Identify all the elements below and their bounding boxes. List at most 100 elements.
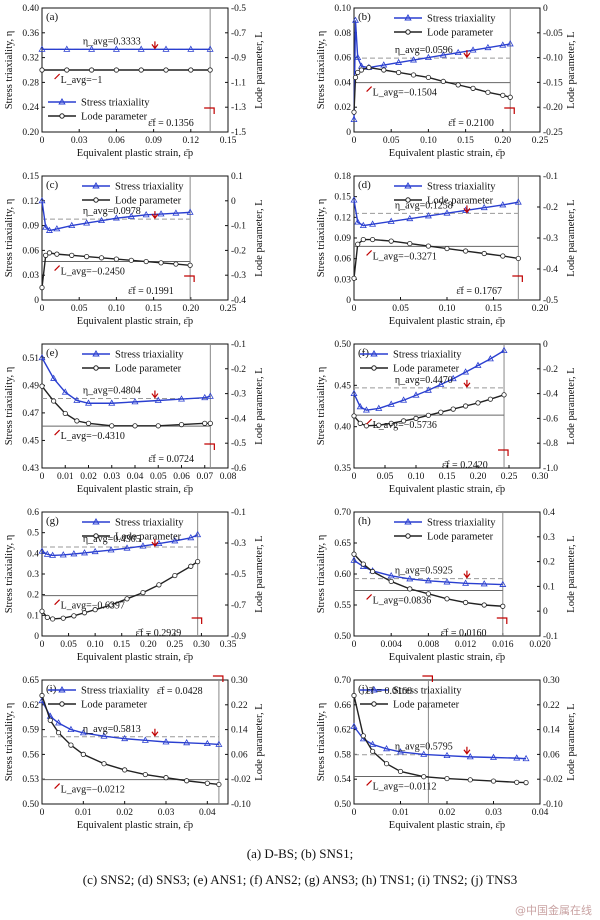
y2-tick-label: -0.4	[543, 390, 558, 400]
lode-point	[207, 420, 213, 426]
y-tick-label: 0.08	[334, 29, 351, 39]
triaxiality-point	[154, 396, 162, 403]
triaxiality-point	[424, 386, 432, 393]
x-tick-label: 0.25	[532, 136, 549, 146]
triaxiality-point	[112, 214, 120, 221]
eta-avg-annotation: η_avg=0.5925	[395, 566, 453, 577]
y-tick-label: 0.6	[27, 508, 39, 518]
triaxiality-point	[412, 391, 420, 398]
x-tick-label: 0.02	[80, 472, 97, 482]
legend-label: Stress triaxiality	[115, 182, 184, 193]
panel-label: (d)	[358, 179, 371, 191]
x-tick-label: 0.30	[532, 472, 549, 482]
fracture-strain-annotation: ε̄f = 0.0160	[441, 628, 487, 639]
triaxiality-point	[81, 549, 88, 556]
y2-axis-label: Lode parameter, L	[566, 367, 577, 444]
x-axis-label: Equivalent plastic strain, ε̄p	[389, 316, 505, 327]
L-avg-arrow	[54, 73, 61, 80]
fracture-arrow	[184, 275, 195, 282]
legend-marker	[93, 365, 99, 371]
y-tick-label: 0.12	[334, 213, 351, 223]
y-axis-label: Stress triaxiality, η	[316, 703, 327, 782]
y2-axis-label: Lode parameter, L	[254, 535, 265, 612]
lode-point	[481, 602, 487, 608]
panel-label: (e)	[46, 347, 59, 359]
triaxiality-point	[100, 732, 108, 739]
L-avg-annotation: L_avg=0.0836	[373, 595, 432, 606]
fracture-arrow	[212, 675, 224, 682]
y2-tick-label: 0.06	[231, 750, 248, 760]
lode-point	[388, 238, 394, 244]
y2-tick-label: -1.1	[231, 78, 246, 88]
y-tick-label: 0.66	[334, 701, 351, 711]
legend-marker	[370, 349, 378, 357]
lode-point	[44, 614, 50, 621]
y-tick-label: 0.2	[27, 591, 39, 601]
y-tick-label: 0.50	[22, 800, 39, 810]
lode-point	[388, 578, 394, 585]
y-tick-label: 0.70	[334, 508, 351, 518]
triaxiality-point	[466, 753, 474, 760]
triaxiality-point	[359, 221, 367, 228]
legend-label: Stress triaxiality	[427, 182, 496, 193]
triaxiality-point	[514, 198, 522, 205]
lode-point	[163, 775, 169, 781]
lode-point	[55, 730, 62, 736]
lode-point	[400, 418, 407, 424]
x-tick-label: 0.15	[439, 472, 456, 482]
lode-point	[467, 777, 473, 783]
lode-point	[351, 413, 357, 419]
x-tick-label: 0.35	[220, 640, 237, 650]
y2-axis-label: Lode parameter, L	[566, 703, 577, 780]
plot-frame	[41, 175, 229, 301]
lode-point	[43, 252, 49, 258]
triaxiality-point	[79, 729, 87, 736]
triaxiality-point	[49, 551, 57, 558]
lode-point	[413, 415, 419, 421]
lode-point	[124, 596, 130, 602]
lode-point	[81, 610, 88, 616]
lode-point	[142, 771, 148, 778]
legend-label: Lode parameter	[393, 700, 460, 711]
legend-marker	[405, 29, 411, 35]
y-tick-label: 0.03	[22, 271, 39, 281]
lode-point	[156, 582, 162, 588]
lode-point	[84, 254, 90, 260]
L-avg-annotation: L_avg=−0.1504	[373, 88, 437, 99]
lode-point	[128, 257, 134, 263]
lode-point	[450, 406, 456, 412]
lode-point	[187, 262, 193, 268]
fracture-arrow	[512, 275, 523, 282]
y-tick-label: 0.70	[334, 676, 351, 686]
triaxiality-point	[88, 45, 96, 52]
triaxiality-point	[50, 374, 58, 381]
y-axis-label: Stress triaxiality, η	[316, 535, 327, 614]
y-tick-label: 0.10	[334, 4, 351, 14]
triaxiality-point	[38, 353, 46, 361]
y-tick-label: 0.51	[22, 354, 39, 364]
y-tick-label: 0.49	[22, 381, 39, 391]
y-tick-label: 0.59	[22, 726, 39, 736]
fracture-strain-annotation: ε̄f = 0.2929	[136, 628, 182, 639]
lode-point	[462, 248, 469, 254]
triaxiality-point	[397, 748, 404, 755]
y2-tick-label: -0.1	[543, 632, 558, 642]
lode-point	[462, 403, 469, 409]
triaxiality-point	[420, 750, 428, 757]
x-axis-label: Equivalent plastic strain, ε̄p	[77, 316, 193, 327]
y-tick-label: 0.45	[334, 381, 351, 391]
lode-point	[500, 253, 506, 259]
triaxiality-point	[383, 745, 391, 752]
y2-axis-label: Lode parameter, L	[254, 703, 265, 780]
triaxiality-point	[480, 203, 488, 211]
triaxiality-point	[123, 544, 131, 551]
y2-axis-label: Lode parameter, L	[254, 31, 265, 108]
lode-point	[204, 780, 210, 786]
y2-tick-label: -0.3	[231, 539, 246, 549]
y-tick-label: 0.54	[334, 775, 351, 785]
y-tick-label: 0.65	[22, 676, 39, 686]
chart-panel-i: 0 0.01 0.02 0.03 0.04 0.50 0.53 0.56 0.59 0.62 0.6…	[4, 675, 265, 831]
lode-point	[523, 780, 529, 786]
eta-avg-arrow	[463, 379, 471, 388]
x-tick-label: 0.15	[113, 640, 130, 650]
